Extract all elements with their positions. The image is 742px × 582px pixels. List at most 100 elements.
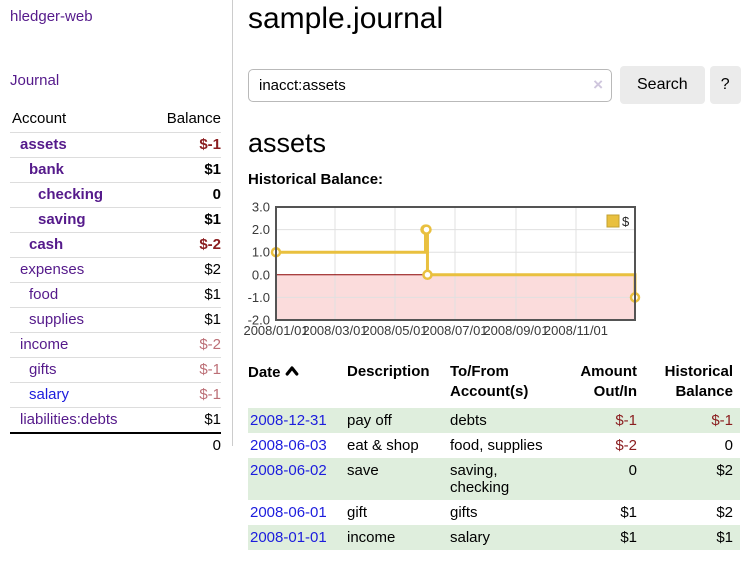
amount-column-header: Amount Out/In	[580, 363, 637, 400]
transaction-date-cell: 2008-06-03	[248, 433, 347, 458]
account-total-row: 0	[10, 432, 221, 458]
transaction-row: 2008-12-31 pay off debts $-1 $-1	[248, 408, 740, 433]
account-balance: $1	[148, 207, 221, 233]
search-input[interactable]	[248, 68, 612, 102]
account-row: assets $-1	[10, 132, 221, 158]
transaction-row: 2008-01-01 income salary $1 $1	[248, 525, 740, 550]
transaction-date-link[interactable]: 2008-06-02	[250, 462, 327, 479]
transaction-date-link[interactable]: 2008-01-01	[250, 529, 327, 546]
clear-search-icon[interactable]: ×	[593, 74, 603, 94]
account-row: gifts $-1	[10, 357, 221, 383]
balance-column-header: Balance	[166, 110, 221, 127]
account-balance: $1	[148, 407, 221, 433]
account-row: expenses $2	[10, 257, 221, 283]
svg-text:-1.0: -1.0	[248, 290, 270, 305]
account-link[interactable]: food	[29, 286, 59, 303]
transaction-date-link[interactable]: 2008-06-03	[250, 437, 327, 454]
balance-column-header: Historical Balance	[664, 363, 733, 400]
transaction-description-cell: save	[347, 462, 379, 479]
transaction-amount-cell: $-2	[615, 437, 637, 454]
transaction-row: 2008-06-01 gift gifts $1 $2	[248, 500, 740, 525]
transaction-amount-cell: $1	[620, 504, 637, 521]
account-cell: food	[10, 282, 149, 308]
account-link[interactable]: checking	[38, 186, 104, 203]
date-column-header[interactable]: Date	[248, 362, 347, 408]
account-cell: liabilities:debts	[10, 407, 149, 433]
transaction-amount-cell: $-1	[615, 412, 637, 429]
svg-text:2008/01/01: 2008/01/01	[243, 323, 308, 338]
account-link[interactable]: assets	[20, 136, 67, 153]
main-content: sample.journal × Search ? assets Histori…	[243, 0, 742, 550]
account-link[interactable]: liabilities:debts	[20, 411, 118, 428]
transaction-accounts-cell: gifts	[450, 504, 478, 521]
account-row: bank $1	[10, 157, 221, 183]
account-row: food $1	[10, 282, 221, 308]
total-balance: 0	[148, 432, 221, 458]
account-row: checking 0	[10, 182, 221, 208]
transaction-balance-cell: $2	[716, 462, 733, 479]
help-button[interactable]: ?	[709, 66, 741, 104]
account-balance: $1	[148, 157, 221, 183]
accounts-column-header: To/From Account(s)	[450, 363, 529, 400]
account-link[interactable]: expenses	[20, 261, 85, 278]
account-row: income $-2	[10, 332, 221, 358]
account-cell: salary	[10, 382, 149, 408]
account-link[interactable]: bank	[29, 161, 65, 178]
account-balance: 0	[148, 182, 221, 208]
register-table: Date Description To/From Account(s) Amou…	[248, 362, 740, 550]
account-link[interactable]: saving	[38, 211, 86, 228]
account-row: liabilities:debts $1	[10, 407, 221, 433]
sort-ascending-caret-icon	[285, 362, 299, 382]
transaction-balance-cell: $1	[716, 529, 733, 546]
transaction-accounts-cell: debts	[450, 412, 487, 429]
account-cell: supplies	[10, 307, 149, 333]
svg-text:2008/09/01: 2008/09/01	[483, 323, 548, 338]
sidebar: hledger-web Journal Account Balance asse…	[0, 0, 233, 458]
transaction-balance-cell: 0	[724, 437, 733, 454]
account-link[interactable]: income	[20, 336, 69, 353]
transaction-balance-cell: $2	[716, 504, 733, 521]
svg-text:2008/11/01: 2008/11/01	[544, 323, 608, 338]
svg-text:-2.0: -2.0	[248, 313, 270, 328]
account-link[interactable]: salary	[29, 386, 70, 403]
account-balance: $-2	[148, 332, 221, 358]
account-balance: $-1	[148, 357, 221, 383]
account-cell: bank	[10, 157, 149, 183]
sidebar-item-journal[interactable]: Journal	[10, 72, 60, 89]
chart-title: Historical Balance:	[248, 171, 384, 188]
account-balance-table: Account Balance assets $-1 bank $1 checking 0…	[10, 110, 221, 458]
search-input-wrap: ×	[248, 68, 612, 102]
account-row: cash $-2	[10, 232, 221, 258]
transaction-row: 2008-06-03 eat & shop food, supplies $-2 0	[248, 433, 740, 458]
transaction-description-cell: eat & shop	[347, 437, 419, 454]
account-link[interactable]: supplies	[29, 311, 85, 328]
brand-link[interactable]: hledger-web	[10, 8, 93, 25]
svg-text:2008/03/01: 2008/03/01	[302, 323, 367, 338]
account-link[interactable]: cash	[29, 236, 64, 253]
transaction-date-cell: 2008-01-01	[248, 525, 347, 550]
transaction-date-link[interactable]: 2008-12-31	[250, 412, 327, 429]
transaction-amount-cell: 0	[628, 462, 637, 479]
account-cell: income	[10, 332, 149, 358]
account-row: salary $-1	[10, 382, 221, 408]
historical-balance-chart: $ -2.0 -1.0 0.0 1.0 2.0 3.0 2008/01/012008/03/0…	[243, 200, 641, 338]
account-link[interactable]: gifts	[29, 361, 57, 378]
account-balance: $2	[148, 257, 221, 283]
description-column-header: Description	[347, 363, 430, 380]
svg-text:0.0: 0.0	[252, 267, 270, 282]
transaction-accounts-cell: saving, checking	[450, 462, 510, 496]
account-heading: assets	[248, 128, 327, 158]
transaction-date-link[interactable]: 2008-06-01	[250, 504, 327, 521]
svg-text:2.0: 2.0	[252, 222, 270, 237]
search-button[interactable]: Search	[620, 66, 705, 104]
account-cell: cash	[10, 232, 149, 258]
account-balance: $-2	[148, 232, 221, 258]
transaction-description-cell: gift	[347, 504, 368, 521]
transaction-description-cell: pay off	[347, 412, 392, 429]
transaction-amount-cell: $1	[620, 529, 637, 546]
svg-text:$: $	[622, 214, 630, 229]
transaction-date-cell: 2008-06-02	[248, 458, 347, 500]
svg-text:2008/07/01: 2008/07/01	[422, 323, 487, 338]
transaction-row: 2008-06-02 save saving, checking 0 $2	[248, 458, 740, 500]
transaction-description-cell: income	[347, 529, 396, 546]
